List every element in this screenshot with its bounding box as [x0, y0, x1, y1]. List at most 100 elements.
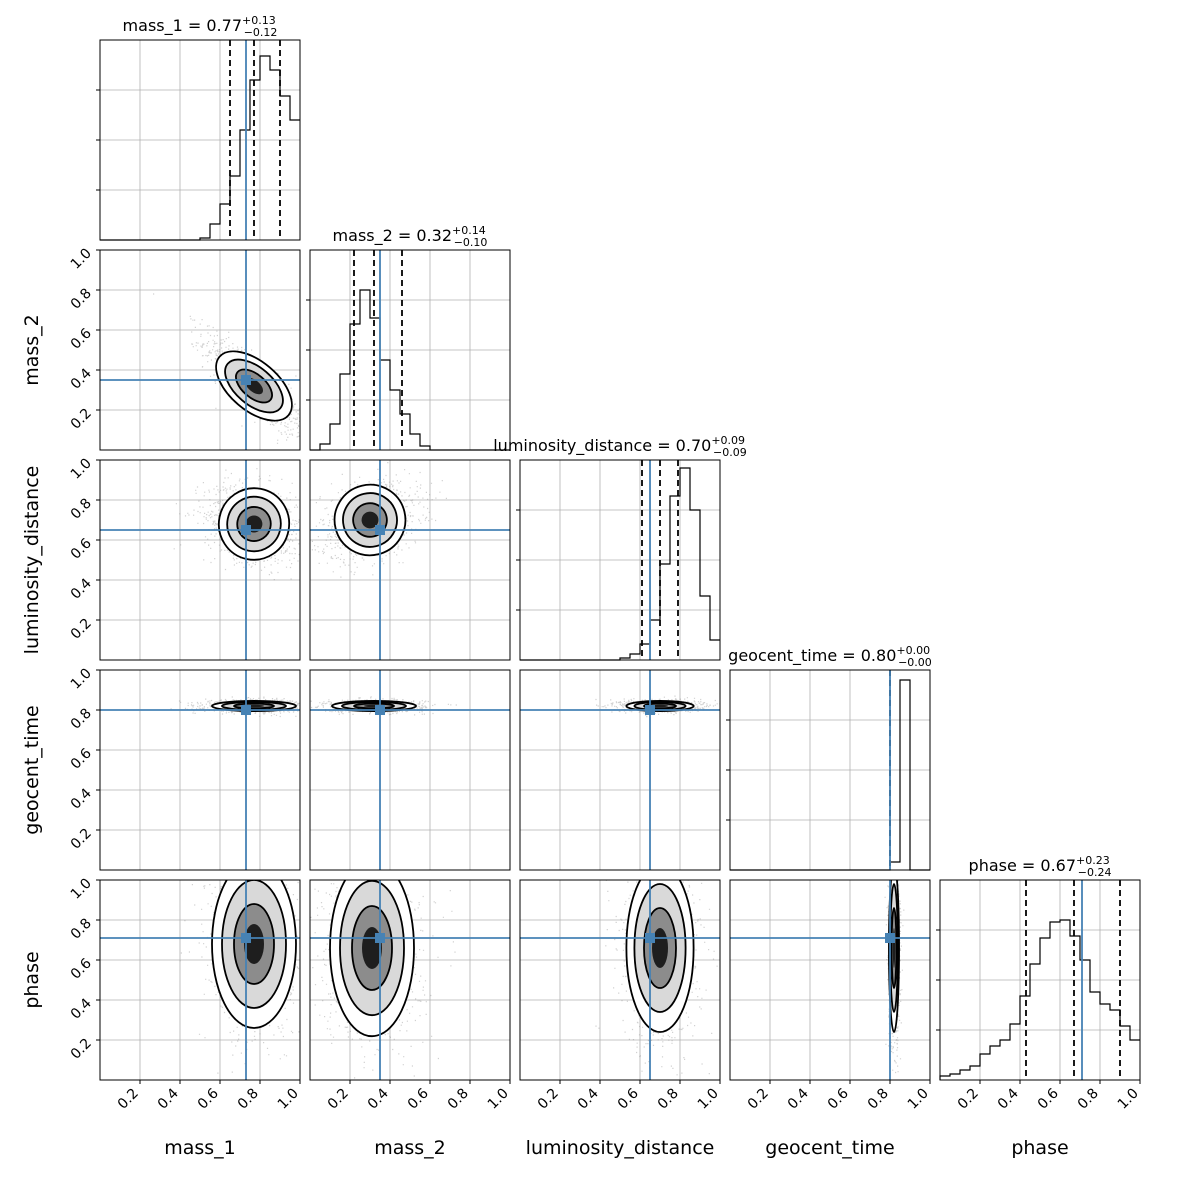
panel-title-geocent_time: geocent_time = 0.80+0.00 −0.00	[728, 644, 932, 669]
density-content	[100, 670, 300, 870]
hist-panel-geocent_time: geocent_time = 0.80+0.00 −0.00	[726, 644, 932, 871]
truth-marker	[645, 933, 655, 943]
truth-marker	[241, 933, 251, 943]
y-tick-label: 0.8	[68, 286, 95, 313]
histogram-luminosity_distance	[520, 467, 720, 661]
axes-frame	[729, 879, 931, 1081]
x-tick-label: 0.4	[365, 1085, 392, 1112]
x-tick-label: 0.8	[865, 1086, 892, 1113]
y-tick-label: 0.8	[68, 916, 95, 943]
y-tick-label: 0.8	[68, 496, 95, 523]
panel-title-phase: phase = 0.67+0.23 −0.24	[969, 854, 1112, 879]
density-content	[520, 880, 720, 1080]
panel-title-mass_2: mass_2 = 0.32+0.14 −0.10	[333, 224, 488, 249]
hist-panel-luminosity_distance: luminosity_distance = 0.70+0.09 −0.09	[493, 434, 747, 661]
title-upper-error: +0.00	[896, 644, 930, 657]
density-level	[361, 511, 379, 529]
y-axis-label-geocent_time: geocent_time	[21, 705, 43, 834]
x-tick-label: 1.0	[275, 1086, 302, 1113]
x-tick-label: 0.6	[615, 1085, 642, 1112]
density-content	[730, 880, 930, 1080]
x-tick-label: 0.8	[1075, 1086, 1102, 1113]
x-tick-label: 1.0	[695, 1086, 722, 1113]
histogram-geocent_time	[730, 679, 930, 871]
axes-frame	[99, 669, 301, 871]
density-panel-mass_1-mass_2	[99, 249, 301, 451]
title-lower-error: −0.00	[898, 656, 932, 669]
x-axis-label-mass_2: mass_2	[374, 1137, 446, 1159]
axes-frame	[519, 669, 721, 871]
x-tick-label: 0.2	[325, 1086, 352, 1113]
truth-marker	[241, 705, 251, 715]
x-tick-label: 0.4	[575, 1085, 602, 1112]
x-tick-label: 0.6	[195, 1085, 222, 1112]
density-content	[100, 250, 300, 450]
hist-panel-mass_2: mass_2 = 0.32+0.14 −0.10	[306, 224, 511, 451]
x-axis-label-luminosity_distance: luminosity_distance	[526, 1137, 715, 1159]
title-value: mass_1 = 0.77	[123, 16, 242, 36]
axes-frame	[519, 879, 721, 1081]
x-tick-label: 1.0	[485, 1086, 512, 1113]
density-panel-luminosity_distance-phase	[519, 879, 721, 1081]
x-tick-label: 0.8	[655, 1086, 682, 1113]
title-value: luminosity_distance = 0.70	[493, 436, 711, 456]
x-axis-label-phase: phase	[1011, 1137, 1068, 1159]
x-tick-label: 0.4	[155, 1085, 182, 1112]
histogram-mass_2	[310, 289, 510, 451]
y-tick-label: 1.0	[68, 666, 95, 693]
title-upper-error: +0.09	[711, 434, 745, 447]
y-tick-label: 0.4	[68, 995, 95, 1022]
panel-title-mass_1: mass_1 = 0.77+0.13 −0.12	[123, 14, 278, 39]
truth-marker	[241, 375, 251, 385]
histogram-mass_1	[100, 55, 300, 241]
hist-panel-phase: phase = 0.67+0.23 −0.24	[936, 854, 1141, 1081]
x-tick-label: 1.0	[905, 1086, 932, 1113]
y-tick-label: 0.2	[68, 406, 95, 433]
y-tick-label: 0.6	[68, 325, 95, 352]
title-lower-error: −0.09	[713, 446, 747, 459]
y-axis-label-phase: phase	[21, 951, 43, 1008]
y-tick-label: 1.0	[68, 456, 95, 483]
truth-marker	[375, 705, 385, 715]
x-tick-label: 0.6	[825, 1085, 852, 1112]
density-content	[310, 460, 510, 660]
hist-panel-mass_1: mass_1 = 0.77+0.13 −0.12	[96, 14, 301, 241]
y-axis-label-mass_2: mass_2	[21, 314, 43, 386]
title-lower-error: −0.12	[244, 26, 278, 39]
truth-marker	[885, 933, 895, 943]
density-content	[100, 460, 300, 660]
density-panel-mass_2-geocent_time	[309, 669, 511, 871]
density-panel-mass_1-geocent_time	[99, 669, 301, 871]
panel-title-luminosity_distance: luminosity_distance = 0.70+0.09 −0.09	[493, 434, 747, 459]
x-tick-label: 0.6	[405, 1085, 432, 1112]
title-value: phase = 0.67	[969, 856, 1076, 875]
y-tick-label: 0.6	[68, 745, 95, 772]
y-tick-label: 1.0	[68, 246, 95, 273]
density-content	[520, 670, 720, 870]
axes-frame	[309, 669, 511, 871]
axes-frame	[99, 39, 301, 241]
x-tick-label: 0.4	[785, 1085, 812, 1112]
density-panel-mass_2-luminosity_distance	[309, 459, 511, 661]
truth-marker	[241, 525, 251, 535]
y-tick-label: 0.6	[68, 955, 95, 982]
density-content	[310, 880, 510, 1080]
axes-frame	[99, 459, 301, 661]
title-lower-error: −0.24	[1078, 866, 1112, 879]
x-tick-label: 0.2	[955, 1086, 982, 1113]
density-panel-luminosity_distance-geocent_time	[519, 669, 721, 871]
axes-frame	[519, 459, 721, 661]
y-tick-label: 0.2	[68, 826, 95, 853]
y-tick-label: 1.0	[68, 876, 95, 903]
y-tick-label: 0.4	[68, 365, 95, 392]
x-tick-label: 0.2	[115, 1086, 142, 1113]
y-axis-label-luminosity_distance: luminosity_distance	[21, 466, 43, 655]
truth-marker	[375, 933, 385, 943]
axes-frame	[309, 249, 511, 451]
density-panel-mass_2-phase	[309, 879, 511, 1081]
y-tick-label: 0.8	[68, 706, 95, 733]
y-tick-label: 0.4	[68, 785, 95, 812]
title-upper-error: +0.23	[1076, 854, 1110, 867]
x-tick-label: 0.2	[535, 1086, 562, 1113]
y-tick-label: 0.2	[68, 1036, 95, 1063]
